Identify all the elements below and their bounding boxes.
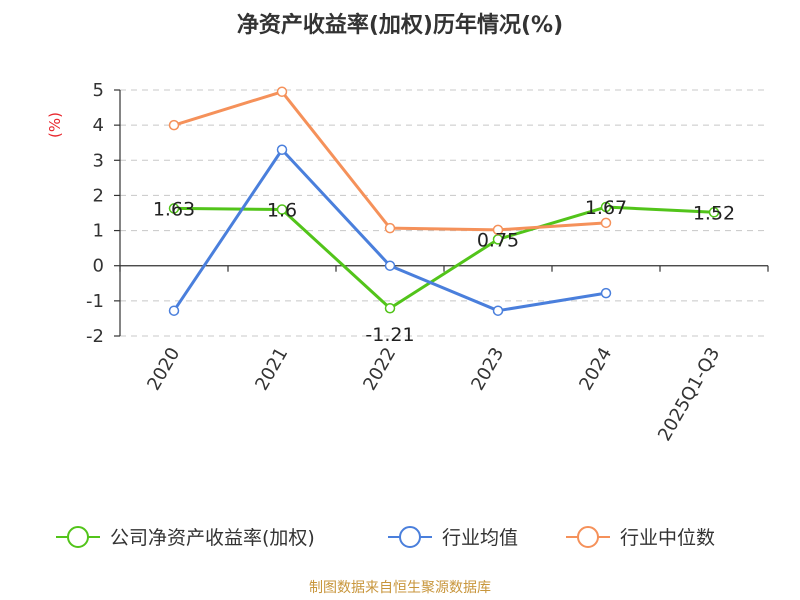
x-tick-label: 2024 [575, 344, 616, 394]
data-label: 1.63 [153, 198, 195, 220]
y-tick-label: -1 [86, 291, 104, 312]
data-point [600, 287, 612, 299]
y-tick-label: 3 [93, 150, 104, 171]
series-line [173, 205, 715, 310]
data-label: 1.52 [693, 202, 735, 224]
data-label: 1.67 [585, 197, 627, 219]
data-point [600, 217, 612, 229]
data-point [276, 144, 288, 155]
chart-title: 净资产收益率(加权)历年情况(%) [237, 12, 563, 38]
data-point [168, 203, 180, 214]
series-lines [168, 86, 720, 316]
data-point [492, 224, 504, 236]
x-tick-label: 2023 [467, 344, 508, 394]
data-point [276, 86, 288, 98]
x-tick-label: 2022 [359, 344, 400, 394]
source-note: 制图数据来自恒生聚源数据库 [309, 580, 491, 596]
data-point [168, 119, 180, 131]
y-axis-unit-label: (%) [46, 112, 64, 138]
data-point [276, 204, 288, 215]
data-label: 1.6 [267, 199, 297, 221]
data-point [600, 201, 612, 213]
grid-lines [120, 89, 768, 337]
data-point [384, 260, 396, 271]
data-point [492, 305, 504, 316]
legend-label: 公司净资产收益率(加权) [110, 527, 315, 549]
x-tick-label: 2025Q1-Q3 [654, 344, 724, 445]
y-tick-label: 0 [93, 256, 104, 277]
data-labels: 1.63 1.6 -1.21 0.75 1.67 1.52 [153, 197, 735, 346]
y-tick-label: -2 [86, 326, 104, 347]
x-tick-label: 2021 [251, 344, 292, 394]
data-point [384, 302, 396, 314]
axes: 5 4 3 2 1 0 -1 -2 2020 2021 2022 2023 2024 2025Q1-Q3 [86, 80, 769, 445]
legend: 公司净资产收益率(加权) 行业均值 行业中位数 [56, 526, 715, 549]
x-tick-label: 2020 [143, 344, 184, 394]
legend-marker-icon [399, 526, 421, 548]
y-tick-label: 2 [93, 185, 104, 206]
legend-marker-icon [67, 526, 89, 548]
legend-label: 行业中位数 [620, 527, 715, 549]
data-point [708, 207, 720, 218]
data-point [168, 305, 180, 316]
data-point [384, 222, 396, 234]
data-label: -1.21 [365, 324, 414, 346]
data-label: 0.75 [477, 229, 519, 251]
y-tick-label: 4 [93, 115, 104, 136]
legend-label: 行业均值 [442, 527, 518, 549]
y-tick-label: 5 [93, 80, 104, 101]
legend-marker-icon [577, 526, 599, 548]
y-tick-label: 1 [93, 221, 104, 242]
